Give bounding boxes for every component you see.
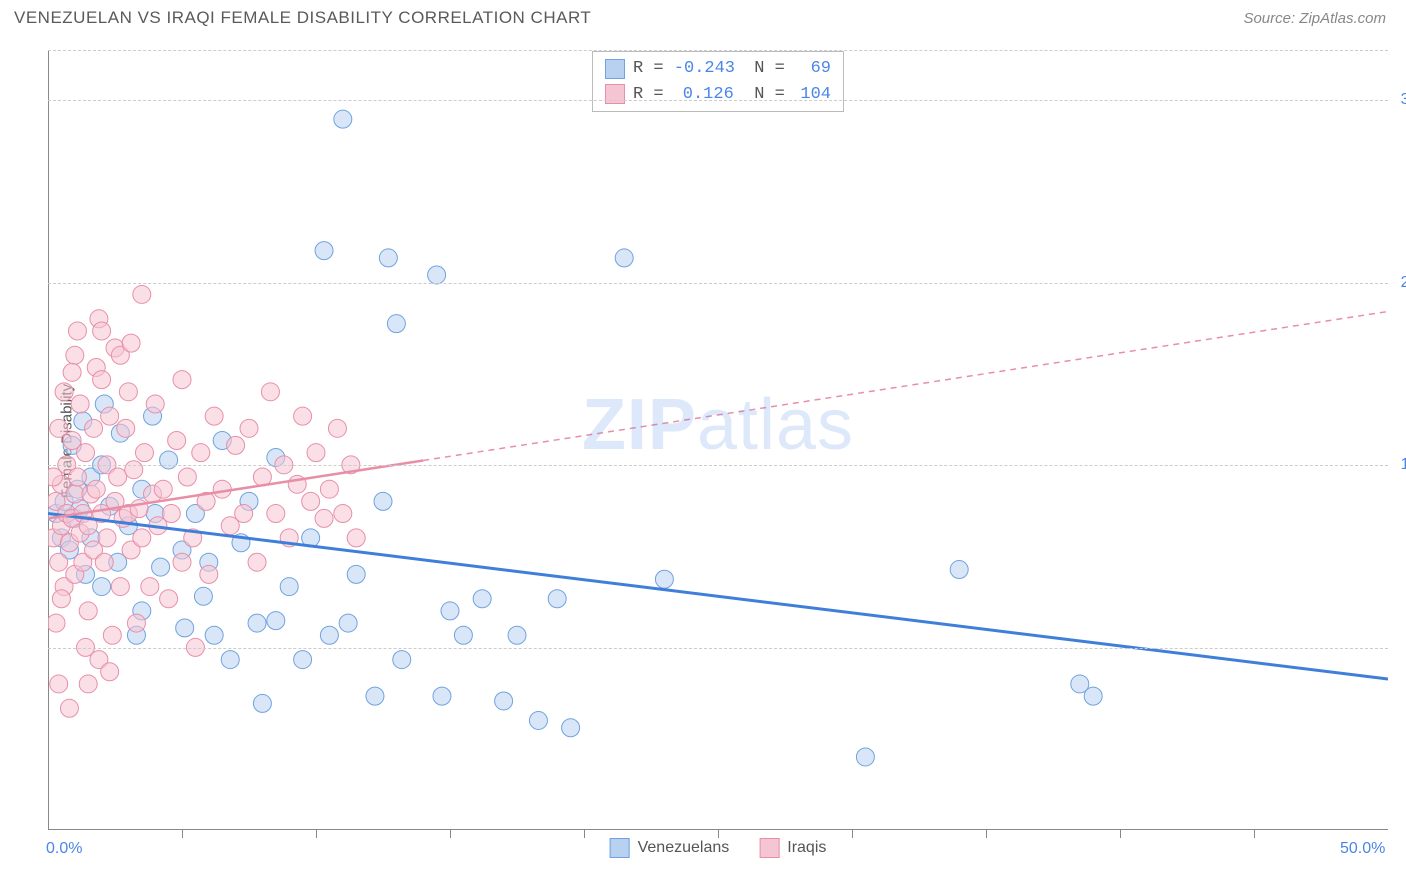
stats-row-iraqis: R = 0.126 N = 104 — [605, 82, 831, 108]
chart-area: Female Disability ZIPatlas R = -0.243 N … — [48, 50, 1388, 830]
legend-item-venezuelans: Venezuelans — [610, 838, 730, 858]
legend-swatch-iraqis — [759, 838, 779, 858]
legend: Venezuelans Iraqis — [610, 838, 827, 858]
swatch-venezuelans — [605, 59, 625, 79]
y-tick-label: 15.0% — [1401, 456, 1406, 474]
x-tick-label: 0.0% — [46, 840, 82, 858]
y-tick-label: 22.5% — [1401, 274, 1406, 292]
chart-header: VENEZUELAN VS IRAQI FEMALE DISABILITY CO… — [0, 0, 1406, 36]
swatch-iraqis — [605, 84, 625, 104]
stats-row-venezuelans: R = -0.243 N = 69 — [605, 56, 831, 82]
legend-item-iraqis: Iraqis — [759, 838, 826, 858]
legend-swatch-venezuelans — [610, 838, 630, 858]
chart-title: VENEZUELAN VS IRAQI FEMALE DISABILITY CO… — [14, 8, 591, 28]
correlation-stats-box: R = -0.243 N = 69 R = 0.126 N = 104 — [592, 51, 844, 112]
source-attribution: Source: ZipAtlas.com — [1243, 10, 1386, 27]
y-tick-label: 30.0% — [1401, 91, 1406, 109]
scatter-plot — [48, 51, 1388, 830]
x-tick-label: 50.0% — [1340, 840, 1385, 858]
